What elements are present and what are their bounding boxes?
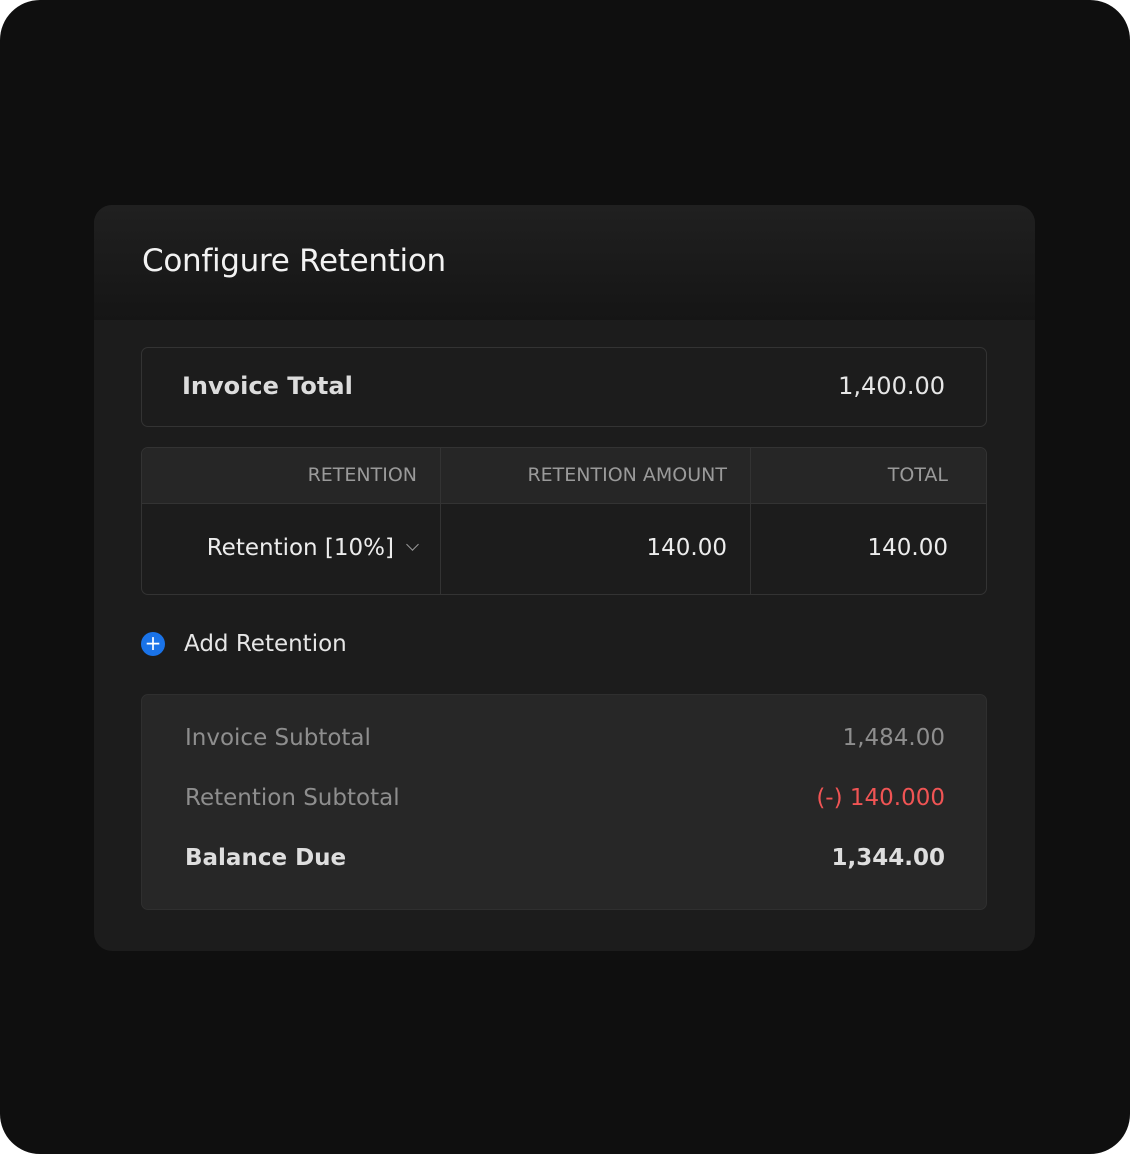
retention-dropdown[interactable]: Retention [10%] [142,504,440,592]
retention-amount-cell: 140.00 [440,504,750,594]
dialog-title: Configure Retention [142,243,446,279]
retention-dropdown-value: Retention [10%] [206,535,394,561]
dialog-header: Configure Retention [94,205,1035,320]
retention-total-cell: 140.00 [750,504,986,594]
retention-subtotal-row: Retention Subtotal (-) 140.000 [185,785,945,811]
invoice-total-box: Invoice Total 1,400.00 [141,347,987,427]
chevron-down-icon [406,538,419,551]
invoice-subtotal-label: Invoice Subtotal [185,725,371,751]
balance-due-row: Balance Due 1,344.00 [185,845,945,871]
summary-box: Invoice Subtotal 1,484.00 Retention Subto… [141,694,987,910]
retention-subtotal-value: (-) 140.000 [816,785,945,811]
add-retention-label: Add Retention [184,631,347,657]
invoice-total-value: 1,400.00 [838,372,945,400]
balance-due-label: Balance Due [185,845,347,871]
add-retention-button[interactable]: + Add Retention [141,631,347,657]
table-header [142,448,986,504]
retention-table: RETENTION RETENTION AMOUNT TOTAL Retenti… [141,447,987,595]
retention-subtotal-label: Retention Subtotal [185,785,400,811]
invoice-total-label: Invoice Total [182,372,353,400]
configure-retention-dialog: Configure Retention Invoice Total 1,400.… [94,205,1035,951]
invoice-subtotal-value: 1,484.00 [842,725,945,751]
header-retention: RETENTION [307,464,417,486]
plus-circle-icon: + [141,632,165,656]
invoice-subtotal-row: Invoice Subtotal 1,484.00 [185,725,945,751]
balance-due-value: 1,344.00 [831,845,946,871]
